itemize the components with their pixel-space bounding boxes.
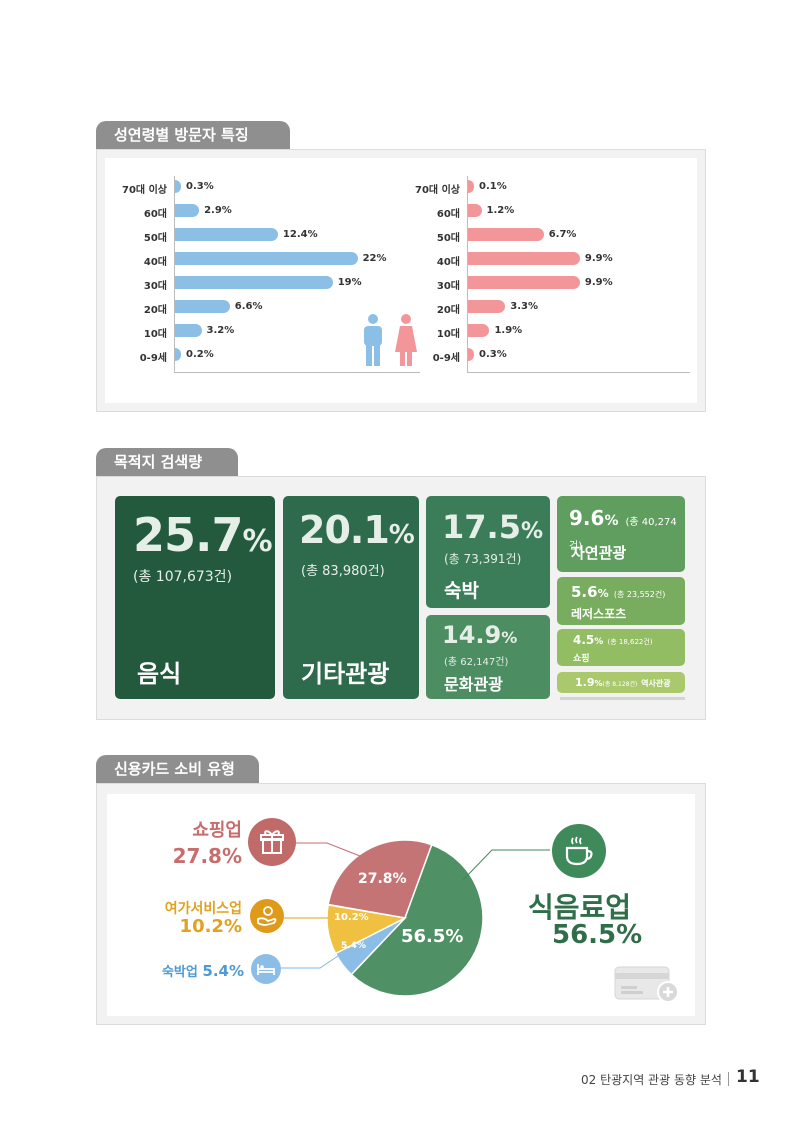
credit-card-icon xyxy=(614,966,679,1003)
male-icon xyxy=(364,314,382,366)
female-bar xyxy=(468,276,580,289)
age-label: 30대 xyxy=(436,281,460,292)
male-value: 0.3% xyxy=(186,181,214,192)
female-bar xyxy=(468,348,474,361)
tile-remainder-strip xyxy=(560,697,685,700)
age-label: 0-9세 xyxy=(432,353,460,364)
footer-divider xyxy=(728,1072,729,1086)
tile-lodging: 17.5% (총 73,391건) 숙박 xyxy=(426,496,550,608)
slice-label-shopping: 27.8% xyxy=(358,871,407,887)
male-bar xyxy=(175,348,181,361)
pie-slice-food xyxy=(350,843,484,997)
male-value: 6.6% xyxy=(234,301,263,312)
pie-slice-leisure xyxy=(326,904,408,955)
female-bar xyxy=(468,204,482,217)
legend-leisure-label: 여가서비스업 xyxy=(164,901,242,917)
age-label: 0-9세 xyxy=(139,353,167,364)
section-tab-destination: 목적지 검색량 xyxy=(96,448,238,476)
tile-nature: 9.6% (총 40,274건) 자연관광 xyxy=(557,496,685,572)
legend-lodging: 숙박업 5.4% xyxy=(161,962,244,980)
age-label: 10대 xyxy=(436,329,460,340)
male-bar xyxy=(175,276,333,289)
hand-coin-icon xyxy=(250,899,284,933)
age-label: 60대 xyxy=(436,209,460,220)
legend-shopping-pct: 27.8% xyxy=(172,844,242,868)
age-label: 40대 xyxy=(436,257,460,268)
male-bar xyxy=(175,300,230,313)
female-value: 0.1% xyxy=(479,181,507,192)
female-value: 9.9% xyxy=(584,253,613,264)
male-bar xyxy=(175,228,278,241)
age-baseline xyxy=(467,372,690,373)
age-axis xyxy=(174,176,175,372)
female-bar xyxy=(468,180,474,193)
age-label: 30대 xyxy=(143,281,167,292)
tile-history: 1.9%(총 8,128건) 역사관광 xyxy=(557,672,685,693)
pie-slice-shopping xyxy=(327,839,433,919)
female-value: 3.3% xyxy=(510,301,539,312)
age-label: 20대 xyxy=(143,305,167,316)
female-bar xyxy=(468,324,490,337)
male-value: 22% xyxy=(362,253,387,264)
female-bar xyxy=(468,300,506,313)
legend-leisure-pct: 10.2% xyxy=(179,916,242,937)
female-value: 9.9% xyxy=(584,277,613,288)
female-value: 1.9% xyxy=(494,325,523,336)
legend-shopping-label: 쇼핑업 xyxy=(192,820,242,841)
male-bar xyxy=(175,324,202,337)
male-bar xyxy=(175,204,200,217)
tile-food: 25.7% (총 107,673건) 음식 xyxy=(115,496,275,699)
section-tab-card-spending: 신용카드 소비 유형 xyxy=(96,755,259,783)
card-spending-pie xyxy=(326,839,484,997)
male-bar xyxy=(175,180,181,193)
female-value: 0.3% xyxy=(479,349,507,360)
female-bar xyxy=(468,252,580,265)
coffee-cup-icon xyxy=(552,824,606,878)
age-baseline xyxy=(174,372,420,373)
age-label: 40대 xyxy=(143,257,167,268)
female-bar xyxy=(468,228,544,241)
male-value: 12.4% xyxy=(282,229,318,240)
slice-label-lodging: 5.4% xyxy=(341,941,366,951)
male-value: 3.2% xyxy=(206,325,235,336)
section-tab-age: 성연령별 방문자 특징 xyxy=(96,121,290,149)
age-label: 20대 xyxy=(436,305,460,316)
tile-other-tourism: 20.1% (총 83,980건) 기타관광 xyxy=(283,496,419,699)
tile-culture: 14.9% (총 62,147건) 문화관광 xyxy=(426,615,550,699)
age-label: 50대 xyxy=(436,233,460,244)
legend-food-pct: 56.5% xyxy=(552,920,643,950)
male-bar xyxy=(175,252,358,265)
bed-icon xyxy=(251,954,281,984)
slice-label-leisure: 10.2% xyxy=(334,912,369,923)
female-value: 6.7% xyxy=(548,229,577,240)
age-label: 50대 xyxy=(143,233,167,244)
male-value: 2.9% xyxy=(204,205,232,216)
age-label: 70대 이상 xyxy=(122,185,167,196)
age-label: 60대 xyxy=(143,209,167,220)
male-value: 19% xyxy=(337,277,362,288)
female-icon xyxy=(395,314,417,366)
gift-icon xyxy=(248,818,296,866)
tile-leisure-sports: 5.6% (총 23,552건) 레저스포츠 xyxy=(557,577,685,625)
legend-food-label: 식음료업 xyxy=(528,891,632,924)
footer-section-title: 02 탄광지역 관광 동향 분석 xyxy=(581,1073,722,1087)
male-value: 0.2% xyxy=(186,349,214,360)
slice-label-food: 56.5% xyxy=(401,926,464,947)
tile-shopping: 4.5% (총 18,622건) 쇼핑 xyxy=(557,629,685,666)
age-label: 10대 xyxy=(143,329,167,340)
page-number: 11 xyxy=(736,1067,760,1087)
female-value: 1.2% xyxy=(486,205,515,216)
age-label: 70대 이상 xyxy=(415,185,460,196)
age-axis xyxy=(467,176,468,372)
